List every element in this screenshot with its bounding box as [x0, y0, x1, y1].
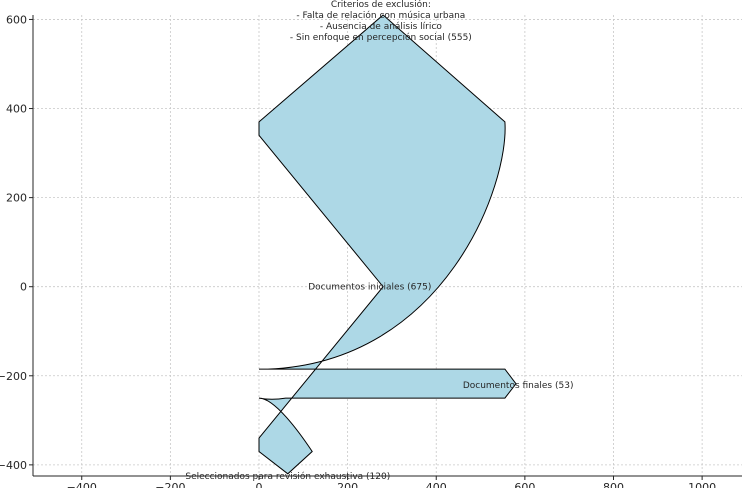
flow-label-selected: Seleccionados para revisión exhaustiva (… — [185, 471, 390, 482]
flow-label-exclusion: Criterios de exclusión: - Falta de relaci… — [290, 0, 472, 43]
x-tick-label: 200 — [337, 481, 358, 488]
y-tick-label: 200 — [6, 192, 27, 205]
flow-shapes — [258, 14, 517, 475]
x-tick-label: −200 — [155, 481, 185, 488]
x-tick-label: 1000 — [688, 481, 716, 488]
flow-label-inputs: Documentos iniciales (675) — [308, 283, 431, 293]
sankey-flow-shape — [258, 14, 517, 475]
y-tick-label: 600 — [6, 13, 27, 26]
x-tick-label: −400 — [67, 481, 97, 488]
y-tick-label: 0 — [20, 281, 27, 294]
x-tick-label: 800 — [603, 481, 624, 488]
x-tick-label: 400 — [426, 481, 447, 488]
y-tick-label: −400 — [0, 459, 27, 472]
ticks: −400 −200 0 200 400 600 800 1000 −400 −200 0 200 400… — [0, 13, 716, 488]
y-tick-label: 400 — [6, 103, 27, 116]
y-tick-label: −200 — [0, 370, 27, 383]
axes — [32, 15, 742, 477]
flow-label-final: Documentos finales (53) — [463, 381, 574, 391]
annotations: Documentos iniciales (675) Criterios de e… — [185, 0, 573, 482]
x-tick-label: 0 — [255, 481, 262, 488]
x-tick-label: 600 — [514, 481, 535, 488]
